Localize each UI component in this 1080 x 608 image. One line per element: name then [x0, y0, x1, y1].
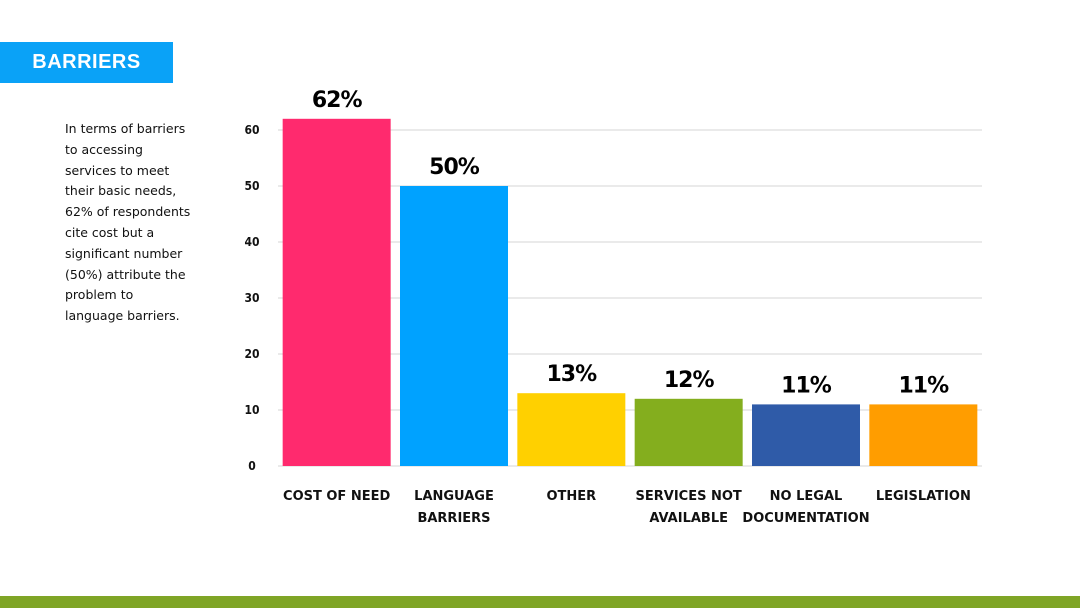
- bar: [400, 186, 508, 466]
- x-category-label: OTHER: [546, 489, 596, 504]
- y-tick-label: 20: [244, 347, 259, 361]
- x-category-label: LANGUAGE: [414, 489, 494, 504]
- bar: [634, 398, 743, 466]
- x-category-label: DOCUMENTATION: [742, 511, 869, 526]
- y-tick-label: 60: [244, 123, 259, 137]
- y-tick-label: 10: [244, 403, 259, 417]
- data-label: 12%: [664, 368, 715, 393]
- data-label: 11%: [781, 373, 832, 398]
- x-category-label: BARRIERS: [417, 511, 490, 526]
- data-label: 62%: [312, 88, 363, 113]
- x-category-label: COST OF NEED: [283, 489, 390, 504]
- x-category-label: NO LEGAL: [770, 489, 843, 504]
- y-tick-label: 0: [248, 459, 256, 473]
- bar: [752, 404, 860, 466]
- y-tick-label: 50: [244, 179, 259, 193]
- x-category-label: AVAILABLE: [649, 511, 728, 526]
- data-label: 13%: [546, 362, 597, 387]
- y-tick-label: 30: [244, 291, 259, 305]
- bar: [869, 404, 978, 466]
- bar: [517, 393, 626, 466]
- x-category-label: SERVICES NOT: [636, 489, 742, 504]
- slide-description: In terms of barriers to accessing servic…: [65, 121, 191, 324]
- footer-bar: [0, 596, 1080, 608]
- data-label: 50%: [429, 155, 480, 180]
- y-tick-label: 40: [244, 235, 259, 249]
- slide-title: BARRIERS: [0, 42, 173, 83]
- x-category-label: LEGISLATION: [876, 489, 971, 504]
- data-label: 11%: [898, 373, 949, 398]
- bar: [282, 118, 391, 467]
